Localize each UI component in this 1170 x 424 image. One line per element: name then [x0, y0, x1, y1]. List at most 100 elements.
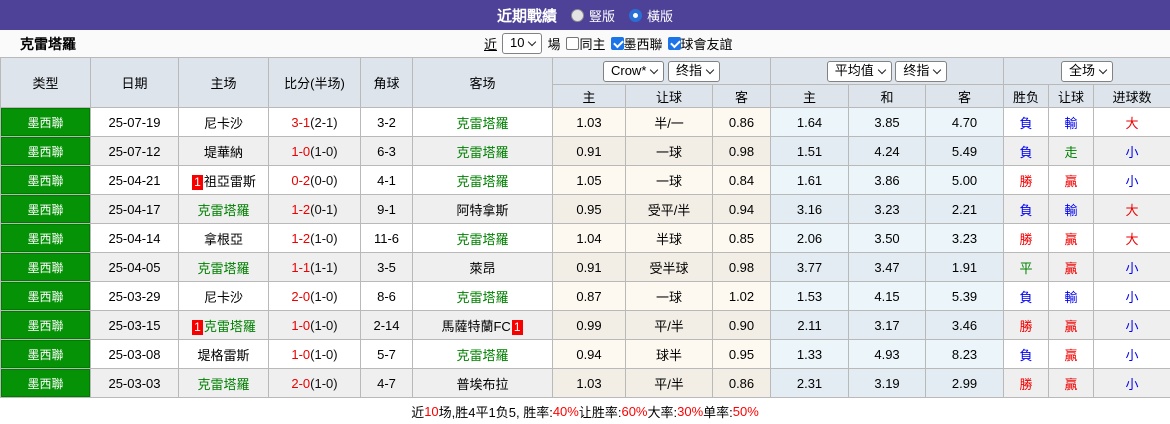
team-name: 萊昂	[469, 260, 496, 276]
friendly-checkbox[interactable]	[667, 37, 681, 50]
league-badge: 墨西聯	[0, 281, 91, 311]
score-cell: 3-1(2-1)	[268, 107, 361, 137]
summary-text: 让胜率:	[578, 405, 622, 420]
league-checkbox-label[interactable]: 墨西聯	[610, 34, 663, 53]
same-home-checkbox-label[interactable]: 同主	[565, 34, 606, 53]
team-name: 克雷塔羅	[456, 115, 509, 131]
radio-checked-icon[interactable]	[629, 8, 642, 22]
match-date: 25-04-05	[90, 252, 179, 282]
table-row: 墨西聯 25-04-05 克雷塔羅 1-1(1-1) 3-5 萊昂 0.91 受半球 0.98 3…	[0, 252, 1170, 282]
league-badge: 墨西聯	[0, 368, 91, 398]
result-goals: 大	[1093, 223, 1170, 253]
friendly-checkbox-label[interactable]: 球會友誼	[667, 34, 733, 53]
sub-header-avg-home: 主	[770, 84, 850, 108]
odds-home: 0.87	[552, 281, 626, 311]
home-team-cell: 1 祖亞雷斯	[178, 165, 269, 195]
odds-handicap: 一球	[625, 165, 713, 195]
full-match-select[interactable]: 全场	[1061, 60, 1114, 82]
half-score: (1-0)	[310, 317, 338, 333]
league-badge: 墨西聯	[0, 310, 91, 340]
full-score: 2-0	[291, 288, 311, 304]
summary-bar: 近 10 场,胜4平1负5, 胜率: 40% 让胜率: 60% 大率: 30% 单率: 50…	[0, 398, 1170, 424]
corner-cell: 3-2	[360, 107, 413, 137]
filter-controls: 近 10 場 同主 墨西聯 球會友誼	[484, 30, 733, 57]
match-date: 25-03-15	[90, 310, 179, 340]
home-team-cell: 堤華納	[178, 136, 269, 166]
away-team-cell: 克雷塔羅	[412, 281, 553, 311]
avg-home: 1.53	[770, 281, 850, 311]
team-name: 克雷塔羅	[456, 144, 509, 160]
col-header-score: 比分(半场)	[268, 57, 361, 108]
result-wdl: 勝	[1003, 223, 1050, 253]
summary-stat-value: 30%	[677, 404, 704, 419]
sub-header-avg-away: 客	[925, 84, 1005, 108]
full-score: 1-2	[291, 201, 311, 217]
match-date: 25-04-17	[90, 194, 179, 224]
half-score: (1-0)	[310, 346, 338, 362]
full-score: 1-0	[291, 346, 311, 362]
avg-draw: 3.86	[848, 165, 927, 195]
score-cell: 2-0(1-0)	[268, 368, 361, 398]
layout-horizontal-option[interactable]: 橫版	[629, 6, 673, 25]
team-name: 克雷塔羅	[456, 173, 509, 189]
league-badge: 墨西聯	[0, 223, 91, 253]
summary-stat-value: 50%	[732, 404, 759, 419]
result-wdl: 負	[1003, 107, 1050, 137]
score-cell: 2-0(1-0)	[268, 281, 361, 311]
odds-home: 0.95	[552, 194, 626, 224]
layout-vertical-option[interactable]: 豎版	[570, 6, 615, 25]
odds-handicap: 球半	[625, 339, 713, 369]
league-badge: 墨西聯	[0, 107, 91, 137]
avg-draw: 3.17	[848, 310, 927, 340]
match-date: 25-03-29	[90, 281, 179, 311]
col-header-type: 类型	[0, 57, 91, 108]
table-row: 墨西聯 25-04-21 1 祖亞雷斯 0-2(0-0) 4-1 克雷塔羅 1.05 一球 0.8…	[0, 165, 1170, 195]
final-index-select-2[interactable]: 终指	[895, 60, 948, 82]
result-wdl: 負	[1003, 339, 1050, 369]
final-index-select-1[interactable]: 终指	[668, 60, 721, 82]
away-team-cell: 克雷塔羅	[412, 339, 553, 369]
result-wdl: 負	[1003, 281, 1050, 311]
rank-badge: 1	[192, 174, 203, 190]
col-header-away: 客场	[412, 57, 553, 108]
team-name: 堤華納	[203, 144, 243, 160]
full-score: 0-2	[291, 172, 311, 188]
avg-home: 1.64	[770, 107, 850, 137]
company-select[interactable]: Crow*	[602, 60, 665, 82]
table-row: 墨西聯 25-07-19 尼卡沙 3-1(2-1) 3-2 克雷塔羅 1.03 半/一 0.86…	[0, 107, 1170, 137]
average-select[interactable]: 平均值	[826, 60, 892, 82]
match-date: 25-04-21	[90, 165, 179, 195]
half-score: (1-0)	[310, 230, 338, 246]
score-cell: 1-0(1-0)	[268, 136, 361, 166]
result-group-header: 全场	[1003, 57, 1170, 85]
full-score: 1-0	[291, 143, 311, 159]
table-row: 墨西聯 25-03-15 1 克雷塔羅 1-0(1-0) 2-14 馬薩特蘭FC 1 0.99 平…	[0, 310, 1170, 340]
half-score: (1-0)	[310, 375, 338, 391]
half-score: (1-0)	[310, 288, 338, 304]
result-goals: 大	[1093, 107, 1170, 137]
team-name: 尼卡沙	[203, 289, 243, 305]
panel-header: 近期戰績 豎版 橫版	[0, 0, 1170, 30]
corner-cell: 2-14	[360, 310, 413, 340]
match-date: 25-04-14	[90, 223, 179, 253]
sub-header-result-goals: 进球数	[1093, 84, 1170, 108]
near-link[interactable]: 近	[484, 37, 498, 52]
radio-unchecked-icon[interactable]	[570, 8, 584, 22]
same-home-checkbox[interactable]	[565, 37, 579, 50]
odds-home: 1.03	[552, 107, 626, 137]
result-wdl: 勝	[1003, 368, 1050, 398]
odds-away: 0.98	[711, 252, 772, 282]
result-handicap: 贏	[1048, 223, 1095, 253]
full-score: 1-1	[291, 259, 311, 275]
score-cell: 0-2(0-0)	[268, 165, 361, 195]
avg-home: 2.11	[770, 310, 850, 340]
league-checkbox[interactable]	[610, 37, 624, 50]
matches-count-select[interactable]: 10	[502, 33, 543, 54]
odds-away: 0.95	[711, 339, 772, 369]
away-team-cell: 馬薩特蘭FC 1	[412, 310, 553, 340]
table-row: 墨西聯 25-04-17 克雷塔羅 1-2(0-1) 9-1 阿特拿斯 0.95 受平/半 0.…	[0, 194, 1170, 224]
full-score: 1-2	[291, 230, 311, 246]
avg-away: 2.21	[925, 194, 1005, 224]
odds-home: 0.94	[552, 339, 626, 369]
home-team-cell: 尼卡沙	[178, 107, 269, 137]
